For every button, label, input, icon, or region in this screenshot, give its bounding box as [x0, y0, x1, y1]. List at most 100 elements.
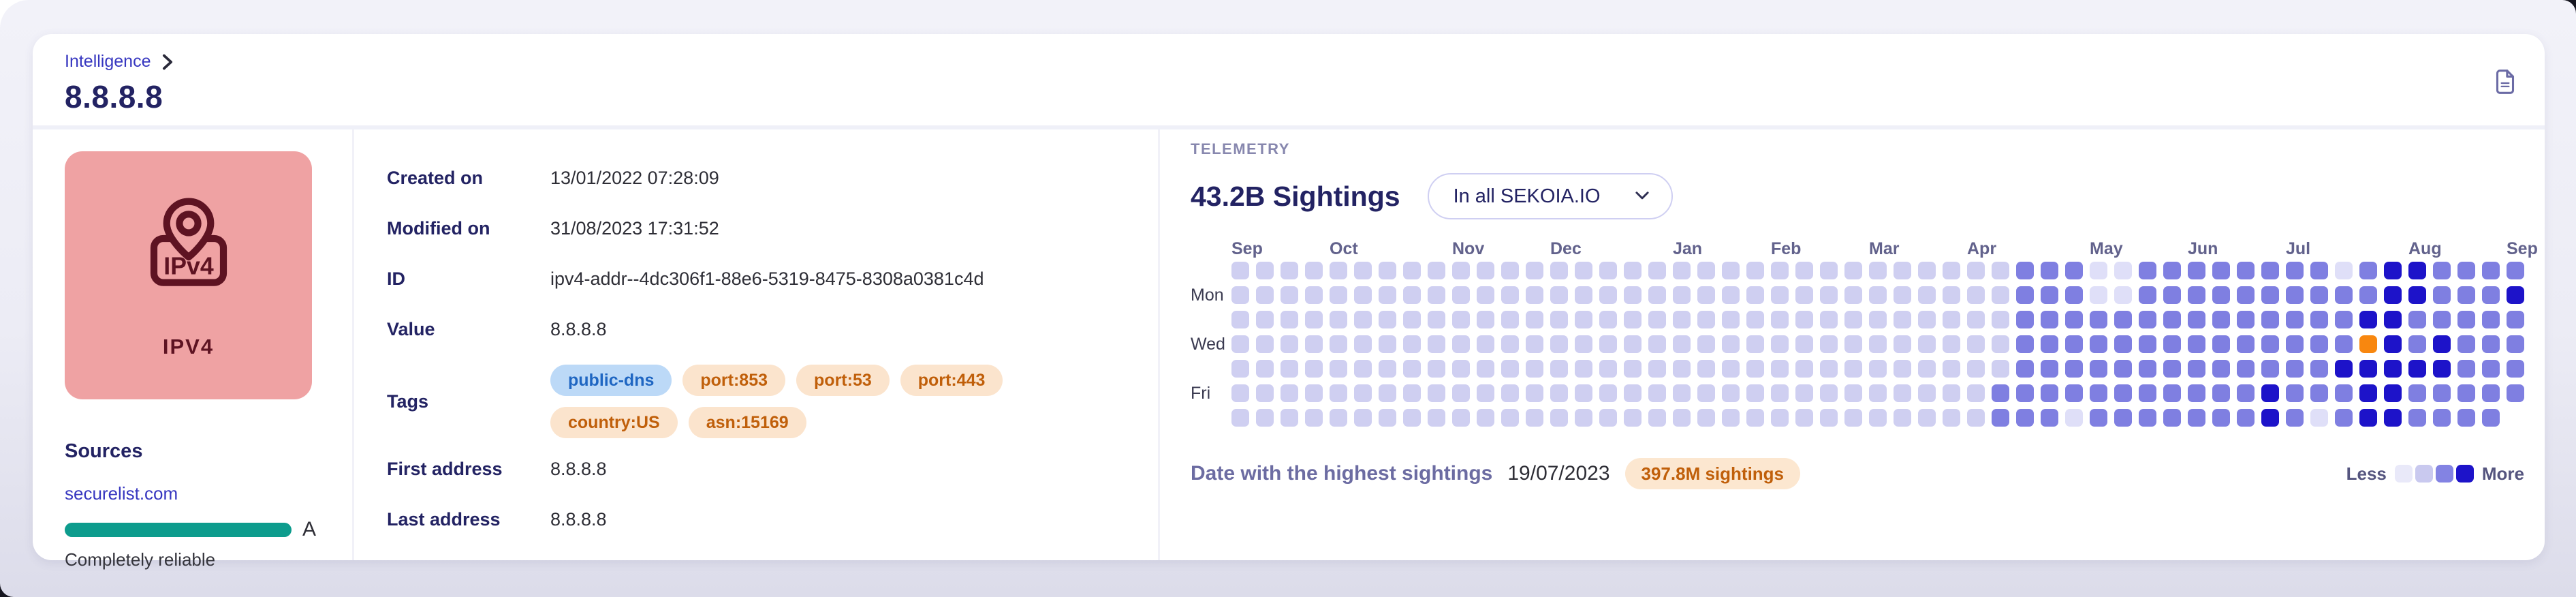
heatmap-cell[interactable] — [1428, 335, 1445, 353]
heatmap-cell[interactable] — [1477, 384, 1494, 402]
heatmap-cell[interactable] — [1746, 286, 1764, 304]
heatmap-cell[interactable] — [2041, 409, 2058, 427]
heatmap-cell[interactable] — [1305, 409, 1323, 427]
heatmap-cell[interactable] — [1673, 384, 1691, 402]
heatmap-cell[interactable] — [2016, 286, 2034, 304]
heatmap-cell[interactable] — [2041, 262, 2058, 279]
heatmap-cell[interactable] — [1697, 360, 1715, 378]
heatmap-cell[interactable] — [1943, 286, 1960, 304]
heatmap-cell[interactable] — [2114, 409, 2132, 427]
heatmap-cell[interactable] — [1354, 311, 1372, 328]
heatmap-cell[interactable] — [2016, 262, 2034, 279]
heatmap-cell[interactable] — [1624, 286, 1642, 304]
heatmap-cell[interactable] — [1330, 360, 1347, 378]
heatmap-cell[interactable] — [2237, 311, 2255, 328]
heatmap-cell[interactable] — [2384, 286, 2402, 304]
heatmap-cell[interactable] — [2482, 335, 2500, 353]
heatmap-cell[interactable] — [1379, 384, 1396, 402]
heatmap-cell[interactable] — [1477, 262, 1494, 279]
heatmap-cell[interactable] — [2212, 262, 2230, 279]
heatmap-cell[interactable] — [1820, 409, 1838, 427]
heatmap-cell[interactable] — [1330, 409, 1347, 427]
heatmap-cell[interactable] — [1305, 335, 1323, 353]
heatmap-cell[interactable] — [2261, 286, 2279, 304]
heatmap-cell[interactable] — [1403, 409, 1421, 427]
heatmap-cell[interactable] — [1354, 262, 1372, 279]
heatmap-cell[interactable] — [1526, 384, 1543, 402]
heatmap-cell[interactable] — [1992, 286, 2009, 304]
heatmap-cell[interactable] — [2139, 286, 2156, 304]
heatmap-cell[interactable] — [1673, 311, 1691, 328]
heatmap-cell[interactable] — [1771, 360, 1789, 378]
heatmap-cell[interactable] — [2237, 409, 2255, 427]
heatmap-cell[interactable] — [2457, 409, 2475, 427]
heatmap-cell[interactable] — [1624, 360, 1642, 378]
heatmap-cell[interactable] — [2016, 384, 2034, 402]
heatmap-cell[interactable] — [2041, 311, 2058, 328]
heatmap-cell[interactable] — [1844, 286, 1862, 304]
heatmap-cell[interactable] — [1550, 311, 1568, 328]
heatmap-cell[interactable] — [1697, 262, 1715, 279]
heatmap-cell[interactable] — [1575, 360, 1592, 378]
heatmap-cell[interactable] — [1305, 384, 1323, 402]
heatmap-cell[interactable] — [1844, 262, 1862, 279]
heatmap-cell[interactable] — [2261, 360, 2279, 378]
heatmap-cell[interactable] — [2408, 262, 2426, 279]
source-link[interactable]: securelist.com — [65, 483, 178, 504]
heatmap-cell[interactable] — [1379, 286, 1396, 304]
heatmap-cell[interactable] — [2457, 384, 2475, 402]
heatmap-cell[interactable] — [1722, 360, 1740, 378]
heatmap-cell[interactable] — [2359, 262, 2377, 279]
heatmap-cell[interactable] — [2114, 311, 2132, 328]
heatmap-cell[interactable] — [1697, 286, 1715, 304]
heatmap-cell[interactable] — [1795, 286, 1813, 304]
heatmap-cell[interactable] — [1918, 286, 1936, 304]
heatmap-cell[interactable] — [2065, 262, 2083, 279]
heatmap-cell[interactable] — [2310, 384, 2328, 402]
heatmap-cell[interactable] — [2433, 360, 2451, 378]
heatmap-cell[interactable] — [2237, 335, 2255, 353]
heatmap-cell[interactable] — [2507, 335, 2524, 353]
heatmap-cell[interactable] — [2016, 409, 2034, 427]
heatmap-cell[interactable] — [1501, 409, 1519, 427]
heatmap-cell[interactable] — [1599, 286, 1617, 304]
heatmap-cell[interactable] — [1746, 262, 1764, 279]
heatmap-cell[interactable] — [2433, 409, 2451, 427]
heatmap-cell-highest[interactable] — [2359, 335, 2377, 353]
heatmap-cell[interactable] — [2016, 335, 2034, 353]
heatmap-cell[interactable] — [1550, 384, 1568, 402]
heatmap-cell[interactable] — [1648, 262, 1666, 279]
heatmap-cell[interactable] — [1648, 360, 1666, 378]
heatmap-cell[interactable] — [2090, 384, 2107, 402]
heatmap-cell[interactable] — [1256, 360, 1274, 378]
heatmap-cell[interactable] — [2286, 286, 2304, 304]
heatmap-cell[interactable] — [1550, 262, 1568, 279]
heatmap-cell[interactable] — [1992, 384, 2009, 402]
heatmap-cell[interactable] — [1599, 384, 1617, 402]
heatmap-cell[interactable] — [1943, 335, 1960, 353]
heatmap-cell[interactable] — [1771, 286, 1789, 304]
heatmap-cell[interactable] — [1820, 360, 1838, 378]
heatmap-cell[interactable] — [1477, 409, 1494, 427]
heatmap-cell[interactable] — [1918, 384, 1936, 402]
heatmap-cell[interactable] — [2188, 409, 2205, 427]
heatmap-cell[interactable] — [2188, 360, 2205, 378]
heatmap-cell[interactable] — [1305, 360, 1323, 378]
heatmap-cell[interactable] — [2310, 311, 2328, 328]
heatmap-cell[interactable] — [2482, 360, 2500, 378]
heatmap-cell[interactable] — [2457, 262, 2475, 279]
scope-select[interactable]: In all SEKOIA.IO — [1427, 173, 1673, 219]
heatmap-cell[interactable] — [2286, 360, 2304, 378]
heatmap-cell[interactable] — [2310, 262, 2328, 279]
heatmap-cell[interactable] — [1403, 335, 1421, 353]
heatmap-cell[interactable] — [1575, 409, 1592, 427]
heatmap-cell[interactable] — [2359, 311, 2377, 328]
heatmap-cell[interactable] — [2212, 286, 2230, 304]
heatmap-cell[interactable] — [1869, 262, 1887, 279]
heatmap-cell[interactable] — [1967, 335, 1985, 353]
heatmap-cell[interactable] — [1746, 409, 1764, 427]
heatmap-cell[interactable] — [2163, 409, 2181, 427]
heatmap-cell[interactable] — [1746, 311, 1764, 328]
heatmap-cell[interactable] — [2286, 262, 2304, 279]
heatmap-cell[interactable] — [1428, 360, 1445, 378]
